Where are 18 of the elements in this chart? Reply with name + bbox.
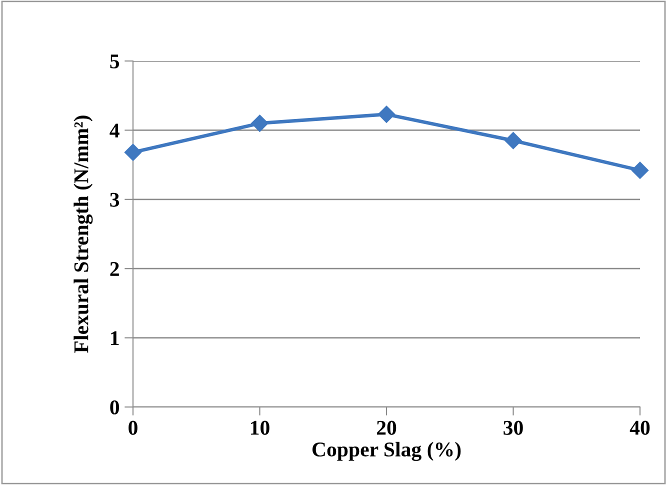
y-tick-label: 0 — [110, 400, 120, 414]
point — [631, 162, 649, 179]
x-tick-label: 10 — [251, 420, 270, 435]
x-axis-title: Copper Slag (%) — [312, 442, 461, 461]
y-axis-title: Flexural Strength (N/mm²) — [74, 116, 93, 353]
y-tick-label: 4 — [110, 124, 120, 138]
point — [124, 144, 142, 161]
point — [251, 114, 268, 132]
y-tick-label: 1 — [111, 331, 119, 346]
point — [504, 132, 522, 150]
x-tick-label: 40 — [630, 420, 650, 435]
point — [378, 106, 396, 123]
x-tick-label: 30 — [504, 420, 523, 435]
y-tick-label: 3 — [110, 192, 120, 207]
x-tick-label: 0 — [128, 420, 138, 435]
y-tick-label: 2 — [110, 262, 119, 276]
x-tick-label: 20 — [376, 420, 396, 435]
y-tick-label: 5 — [110, 54, 120, 68]
